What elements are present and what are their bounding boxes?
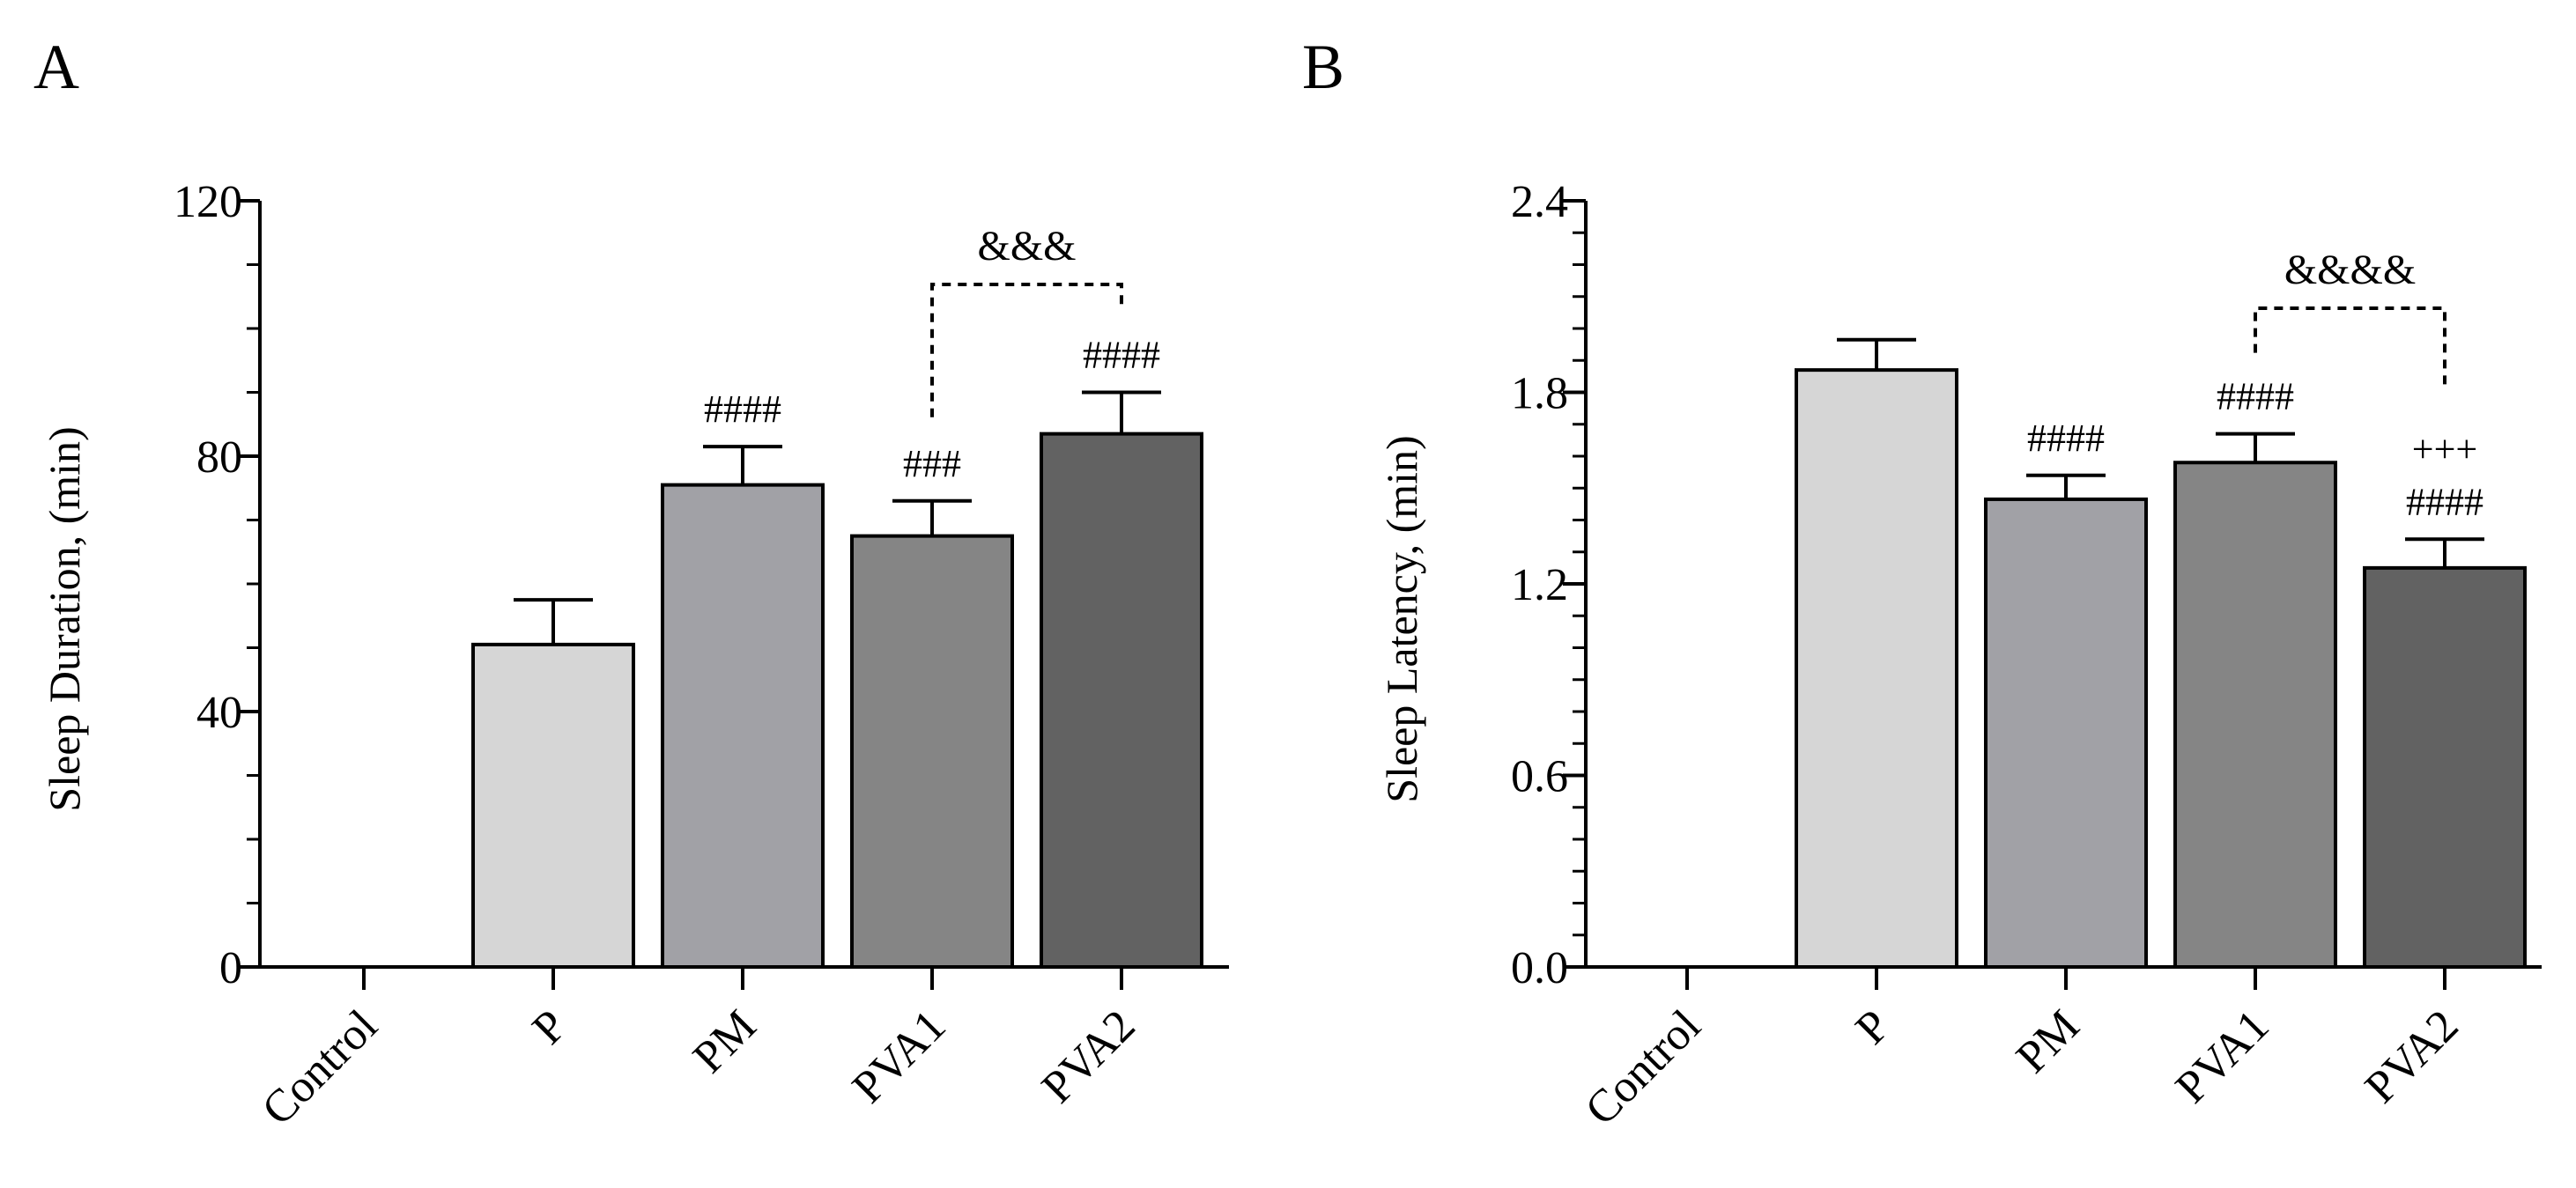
comparison-bracket [2254,306,2446,386]
bar-P [1795,368,1958,969]
x-tick-label-PVA1: PVA1 [2166,1000,2279,1113]
bar-PVA1 [850,534,1014,969]
comparison-bracket [930,283,1123,417]
y-tick-label: 0 [219,943,242,993]
significance-label-PM: #### [2027,417,2105,460]
significance-label-PVA1: ### [903,442,961,485]
panel-letter-B: B [1302,32,1344,102]
y-axis-label: Sleep Latency, (min) [1377,435,1426,802]
x-tick-label-Control: Control [1576,1000,1711,1135]
x-tick-label-PM: PM [684,1000,766,1082]
significance-label-PVA1: #### [2217,375,2294,418]
x-tick-label-PM: PM [2007,1000,2089,1082]
bar-PVA2 [1040,432,1203,969]
y-tick-label: 1.8 [1511,369,1568,419]
bracket-label: &&& [977,223,1076,269]
bracket-label: &&&& [2284,247,2416,293]
bar-PM [1984,497,2148,969]
y-tick-label: 0.0 [1511,943,1568,993]
significance-label-PVA2: +++ #### [2406,427,2483,523]
x-tick-label-PVA2: PVA2 [2356,1000,2469,1113]
bar-PVA1 [2173,461,2337,969]
y-tick-label: 120 [174,177,242,227]
significance-label-PM: #### [704,387,781,431]
y-tick-label: 1.2 [1511,560,1568,610]
x-tick-label-P: P [1847,1000,1900,1054]
bar-P [471,642,635,969]
x-tick-label-P: P [523,1000,577,1054]
y-tick-label: 2.4 [1511,177,1568,227]
x-tick-label-PVA1: PVA1 [843,1000,956,1113]
x-tick-label-PVA2: PVA2 [1033,1000,1145,1113]
y-tick-label: 0.6 [1511,752,1568,802]
panel-letter-A: A [33,32,79,102]
bar-PVA2 [2363,565,2527,969]
y-tick-label: 40 [196,688,242,738]
x-tick-label-Control: Control [253,1000,388,1135]
bar-PM [661,483,825,969]
significance-label-PVA2: #### [1083,334,1160,377]
y-tick-label: 80 [196,432,242,483]
y-axis-label: Sleep Duration, (min) [40,426,89,811]
